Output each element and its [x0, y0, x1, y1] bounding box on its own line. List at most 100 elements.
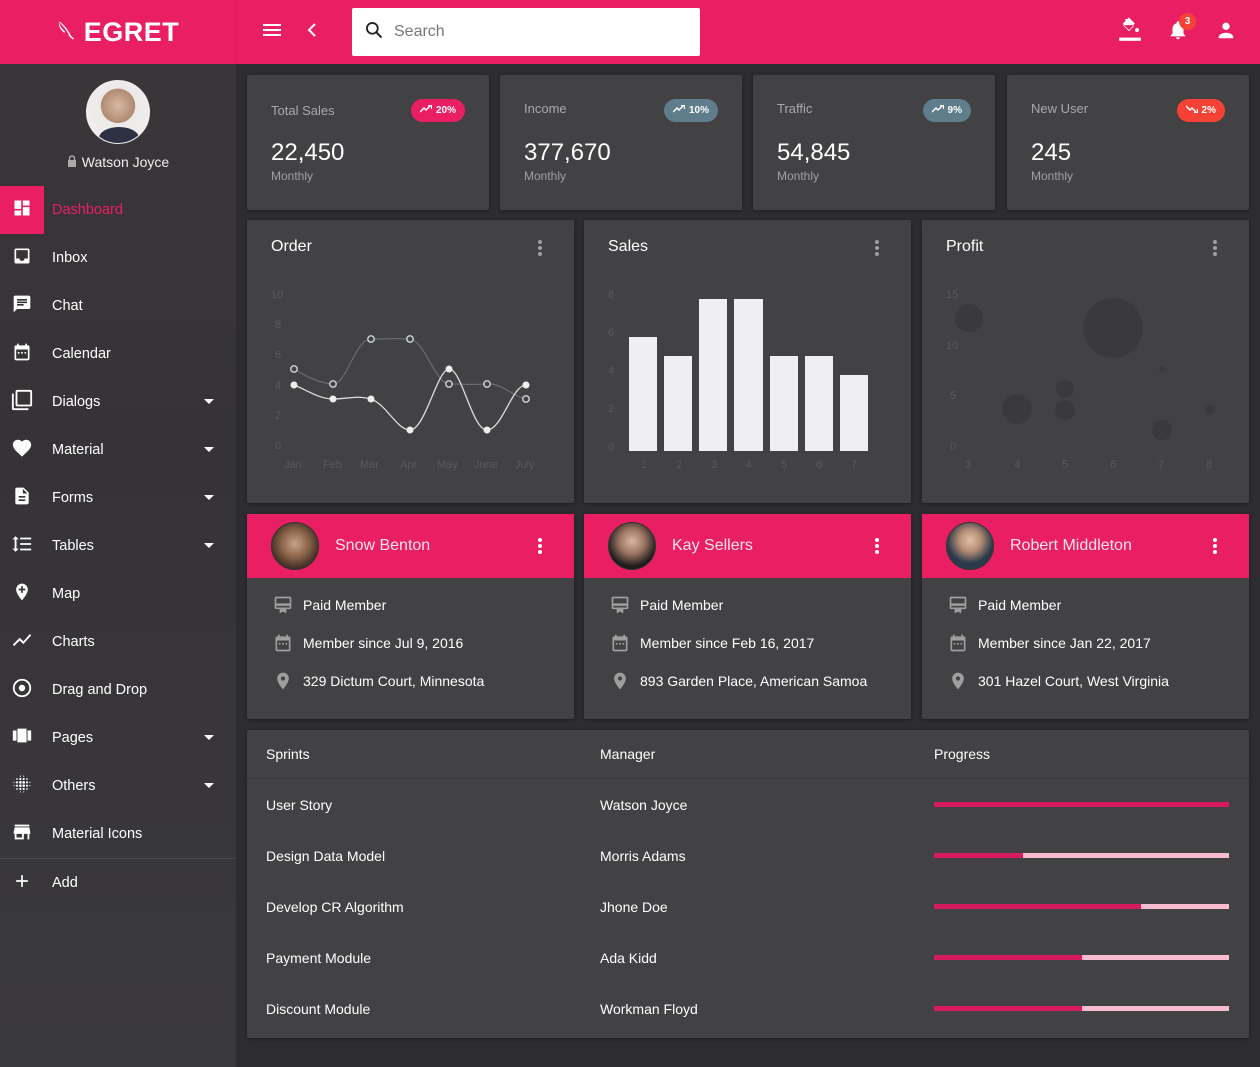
sprint-name: User Story	[266, 796, 333, 813]
svg-text:15: 15	[946, 289, 958, 301]
svg-text:May: May	[437, 459, 458, 471]
more-options-button[interactable]	[1209, 238, 1221, 258]
svg-text:July: July	[515, 459, 535, 471]
sidebar-item-label: Dashboard	[52, 202, 123, 218]
sidebar-item-inbox[interactable]: Inbox	[0, 234, 236, 282]
column-header-manager[interactable]: Manager	[600, 746, 656, 762]
profit-chart-card: Profit 15 10 5 0 3 4 5 6 7 8	[922, 220, 1249, 503]
menu-icon	[262, 22, 282, 43]
member-card-snow-benton: Snow Benton Paid Member Member since Jul…	[247, 514, 574, 719]
svg-text:2: 2	[676, 459, 682, 471]
notifications-button[interactable]: 3	[1158, 12, 1198, 52]
table-row[interactable]: User Story Watson Joyce	[247, 779, 1249, 830]
profit-bubble-chart: 15 10 5 0 3 4 5 6 7 8	[946, 289, 1215, 471]
sidebar-item-label: Pages	[52, 730, 94, 746]
column-header-sprints[interactable]: Sprints	[266, 746, 310, 762]
svg-text:Jan: Jan	[284, 459, 302, 471]
search-icon	[364, 20, 384, 45]
sidebar-divider	[0, 858, 236, 859]
more-options-button[interactable]	[534, 238, 546, 258]
stat-value: 245	[1031, 139, 1072, 166]
sidebar-item-map[interactable]: Map	[0, 570, 236, 618]
more-options-button[interactable]	[1209, 536, 1221, 556]
card-membership-icon	[608, 593, 632, 617]
member-card-robert-middleton: Robert Middleton Paid Member Member sinc…	[922, 514, 1249, 719]
table-row[interactable]: Design Data Model Morris Adams	[247, 830, 1249, 881]
menu-toggle-button[interactable]	[252, 12, 292, 52]
sidebar-item-label: Charts	[52, 634, 95, 650]
sidebar-item-material[interactable]: Material	[0, 426, 236, 474]
svg-text:8: 8	[275, 319, 281, 331]
more-options-button[interactable]	[871, 536, 883, 556]
topbar: EGRET	[0, 0, 1260, 64]
membership-label: Paid Member	[640, 597, 724, 613]
calendar-icon	[608, 631, 632, 655]
stat-card-new-user: New User 2% 245 Monthly	[1007, 75, 1249, 210]
more-options-button[interactable]	[534, 536, 546, 556]
svg-text:10: 10	[946, 340, 958, 352]
collapse-sidebar-button[interactable]	[292, 12, 332, 52]
svg-text:3: 3	[711, 459, 717, 471]
sidebar-item-tables[interactable]: Tables	[0, 522, 236, 570]
stat-card-total-sales: Total Sales 20% 22,450 Monthly	[247, 75, 489, 210]
svg-text:3: 3	[965, 459, 971, 471]
svg-text:5: 5	[1062, 459, 1068, 471]
search-input[interactable]	[394, 23, 684, 41]
member-since: Member since Feb 16, 2017	[640, 635, 815, 651]
sidebar-item-others[interactable]: Others	[0, 762, 236, 810]
user-name[interactable]: Watson Joyce	[81, 154, 170, 170]
person-icon	[1215, 19, 1237, 46]
brand[interactable]: EGRET	[0, 0, 236, 64]
user-avatar[interactable]	[86, 80, 150, 144]
sidebar-item-calendar[interactable]: Calendar	[0, 330, 236, 378]
trending-up-icon	[419, 104, 433, 116]
format-line-spacing-icon	[11, 533, 33, 560]
table-header: Sprints Manager Progress	[247, 730, 1249, 779]
stat-period: Monthly	[777, 169, 820, 183]
svg-text:8: 8	[608, 289, 614, 301]
dialogs-icon	[11, 389, 33, 416]
sidebar-item-label: Tables	[52, 538, 94, 554]
sidebar-item-dashboard[interactable]: Dashboard	[0, 186, 236, 234]
sprint-name: Develop CR Algorithm	[266, 898, 404, 915]
sidebar-item-label: Chat	[52, 298, 83, 314]
member-avatar[interactable]	[608, 522, 656, 570]
member-name[interactable]: Snow Benton	[335, 537, 431, 554]
member-card-header: Robert Middleton	[922, 514, 1249, 578]
trend-value: 2%	[1201, 105, 1216, 116]
account-button[interactable]	[1206, 12, 1246, 52]
sidebar-item-drag-and-drop[interactable]: Drag and Drop	[0, 666, 236, 714]
svg-text:2: 2	[608, 403, 614, 415]
sidebar-item-forms[interactable]: Forms	[0, 474, 236, 522]
inbox-icon	[12, 246, 32, 271]
card-membership-icon	[946, 593, 970, 617]
svg-text:6: 6	[608, 327, 614, 339]
sidebar-item-label: Calendar	[52, 346, 111, 362]
member-avatar[interactable]	[946, 522, 994, 570]
stat-value: 377,670	[524, 139, 611, 166]
member-name[interactable]: Kay Sellers	[672, 537, 753, 554]
sidebar-item-pages[interactable]: Pages	[0, 714, 236, 762]
membership-row: Paid Member	[247, 586, 574, 624]
theme-button[interactable]	[1110, 12, 1150, 52]
svg-text:10: 10	[271, 289, 283, 301]
address-row: 301 Hazel Court, West Virginia	[922, 662, 1249, 700]
more-options-button[interactable]	[871, 238, 883, 258]
description-icon	[12, 486, 32, 511]
column-header-progress[interactable]: Progress	[934, 746, 991, 762]
sidebar-item-dialogs[interactable]: Dialogs	[0, 378, 236, 426]
table-row[interactable]: Payment Module Ada Kidd	[247, 932, 1249, 983]
member-avatar[interactable]	[271, 522, 319, 570]
adjust-icon	[11, 677, 33, 704]
member-name[interactable]: Robert Middleton	[1010, 537, 1132, 554]
trending-up-icon	[931, 104, 944, 116]
sidebar-add-button[interactable]: Add	[0, 859, 236, 907]
sidebar-item-chat[interactable]: Chat	[0, 282, 236, 330]
sidebar-item-material-icons[interactable]: Material Icons	[0, 810, 236, 858]
sales-bar-chart: 8 6 4 2 0 1 2 3 4 5 6 7	[608, 289, 868, 471]
table-row[interactable]: Develop CR Algorithm Jhone Doe	[247, 881, 1249, 932]
sidebar-item-charts[interactable]: Charts	[0, 618, 236, 666]
search-box	[352, 8, 700, 56]
table-row[interactable]: Discount Module Workman Floyd	[247, 983, 1249, 1034]
